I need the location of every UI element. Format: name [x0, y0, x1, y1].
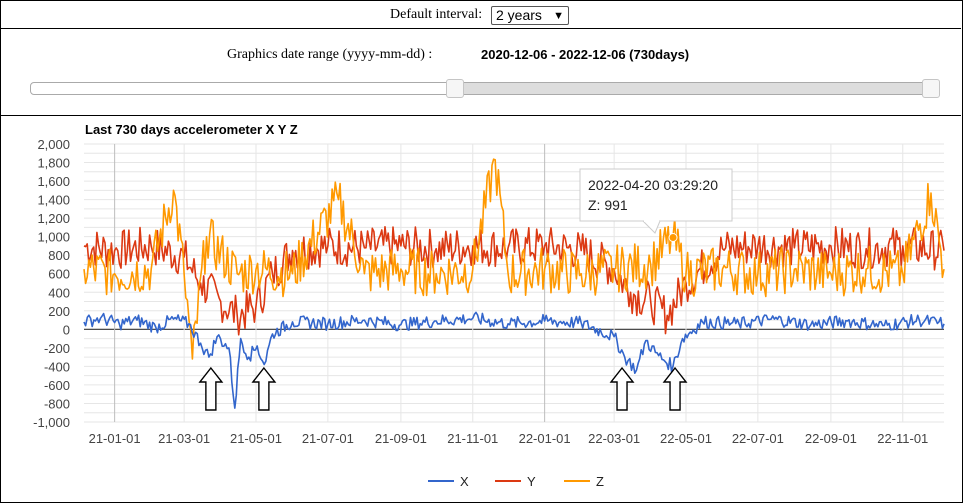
y-tick-label: 1,200	[37, 211, 70, 226]
tooltip-box	[579, 168, 733, 222]
up-arrow-icon	[198, 366, 224, 411]
date-range-value: 2020-12-06 - 2022-12-06 (730days)	[481, 47, 690, 62]
y-tick-label: 200	[48, 304, 70, 319]
legend-label-y: Y	[527, 474, 536, 489]
chart-tooltip: 2022-04-20 03:29:20 Z: 991	[579, 168, 733, 234]
x-tick-label: 21-07-01	[302, 431, 354, 446]
y-tick-label: 1,000	[37, 230, 70, 245]
x-tick-label: 22-07-01	[732, 431, 784, 446]
x-tick-label: 21-09-01	[375, 431, 427, 446]
slider-selected-range	[454, 83, 931, 94]
x-tick-label: 21-01-01	[89, 431, 141, 446]
slider-end-handle[interactable]	[922, 79, 940, 98]
x-tick-label: 21-11-01	[447, 431, 498, 446]
series-line-z	[83, 158, 945, 360]
tooltip-pointer-mask	[644, 219, 659, 222]
x-tick-label: 21-03-01	[158, 431, 210, 446]
y-tick-label: 1,600	[37, 174, 70, 189]
y-tick-label: 1,400	[37, 193, 70, 208]
y-tick-label: -600	[44, 378, 70, 393]
interval-select[interactable]: 2 years ▼	[491, 6, 569, 25]
interval-select-value: 2 years	[496, 7, 542, 23]
y-tick-label: -1,000	[33, 415, 70, 430]
y-tick-label: -400	[44, 359, 70, 374]
y-tick-label: 800	[48, 248, 70, 263]
up-arrow-icon	[251, 366, 277, 411]
hovered-point	[668, 233, 678, 243]
series-line-x	[83, 311, 945, 409]
slider-start-handle[interactable]	[445, 79, 464, 98]
chevron-down-icon: ▼	[553, 10, 564, 22]
x-tick-label: 22-01-01	[519, 431, 571, 446]
legend-label-z: Z	[596, 474, 604, 489]
y-tick-label: -200	[44, 341, 70, 356]
x-tick-label: 22-05-01	[660, 431, 712, 446]
x-axis: 21-01-01 21-03-01 21-05-01 21-07-01 21-09-01…	[89, 431, 929, 446]
date-range-row: Graphics date range (yyyy-mm-dd) : 2020-…	[0, 29, 961, 116]
chart-series	[83, 158, 945, 409]
tooltip-value: Z: 991	[588, 197, 628, 213]
tooltip-date: 2022-04-20 03:29:20	[588, 177, 718, 193]
x-tick-label: 22-09-01	[805, 431, 857, 446]
accelerometer-chart: Last 730 days accelerometer X Y Z -1,000…	[33, 122, 945, 489]
up-arrow-icon	[662, 366, 688, 411]
y-axis: -1,000 -800 -600 -400 -200 0 200 400 600 800 1,000…	[33, 137, 70, 430]
y-tick-label: 1,800	[37, 156, 70, 171]
y-tick-label: 2,000	[37, 137, 70, 152]
chart-title: Last 730 days accelerometer X Y Z	[85, 122, 298, 137]
tooltip-pointer	[642, 220, 661, 234]
chart-legend: X Y Z	[428, 474, 604, 489]
y-tick-label: 600	[48, 267, 70, 282]
y-tick-label: -800	[44, 396, 70, 411]
annotation-arrows	[198, 366, 688, 411]
interval-row: Default interval: 2 years ▼	[0, 0, 961, 29]
y-tick-label: 0	[63, 322, 70, 337]
x-tick-label: 22-03-01	[588, 431, 640, 446]
y-tick-label: 400	[48, 285, 70, 300]
legend-label-x: X	[460, 474, 469, 489]
x-tick-label: 22-11-01	[877, 431, 928, 446]
x-tick-label: 21-05-01	[230, 431, 282, 446]
up-arrow-icon	[609, 366, 635, 411]
date-range-label: Graphics date range (yyyy-mm-dd) :	[227, 47, 433, 62]
interval-label: Default interval:	[390, 7, 483, 22]
